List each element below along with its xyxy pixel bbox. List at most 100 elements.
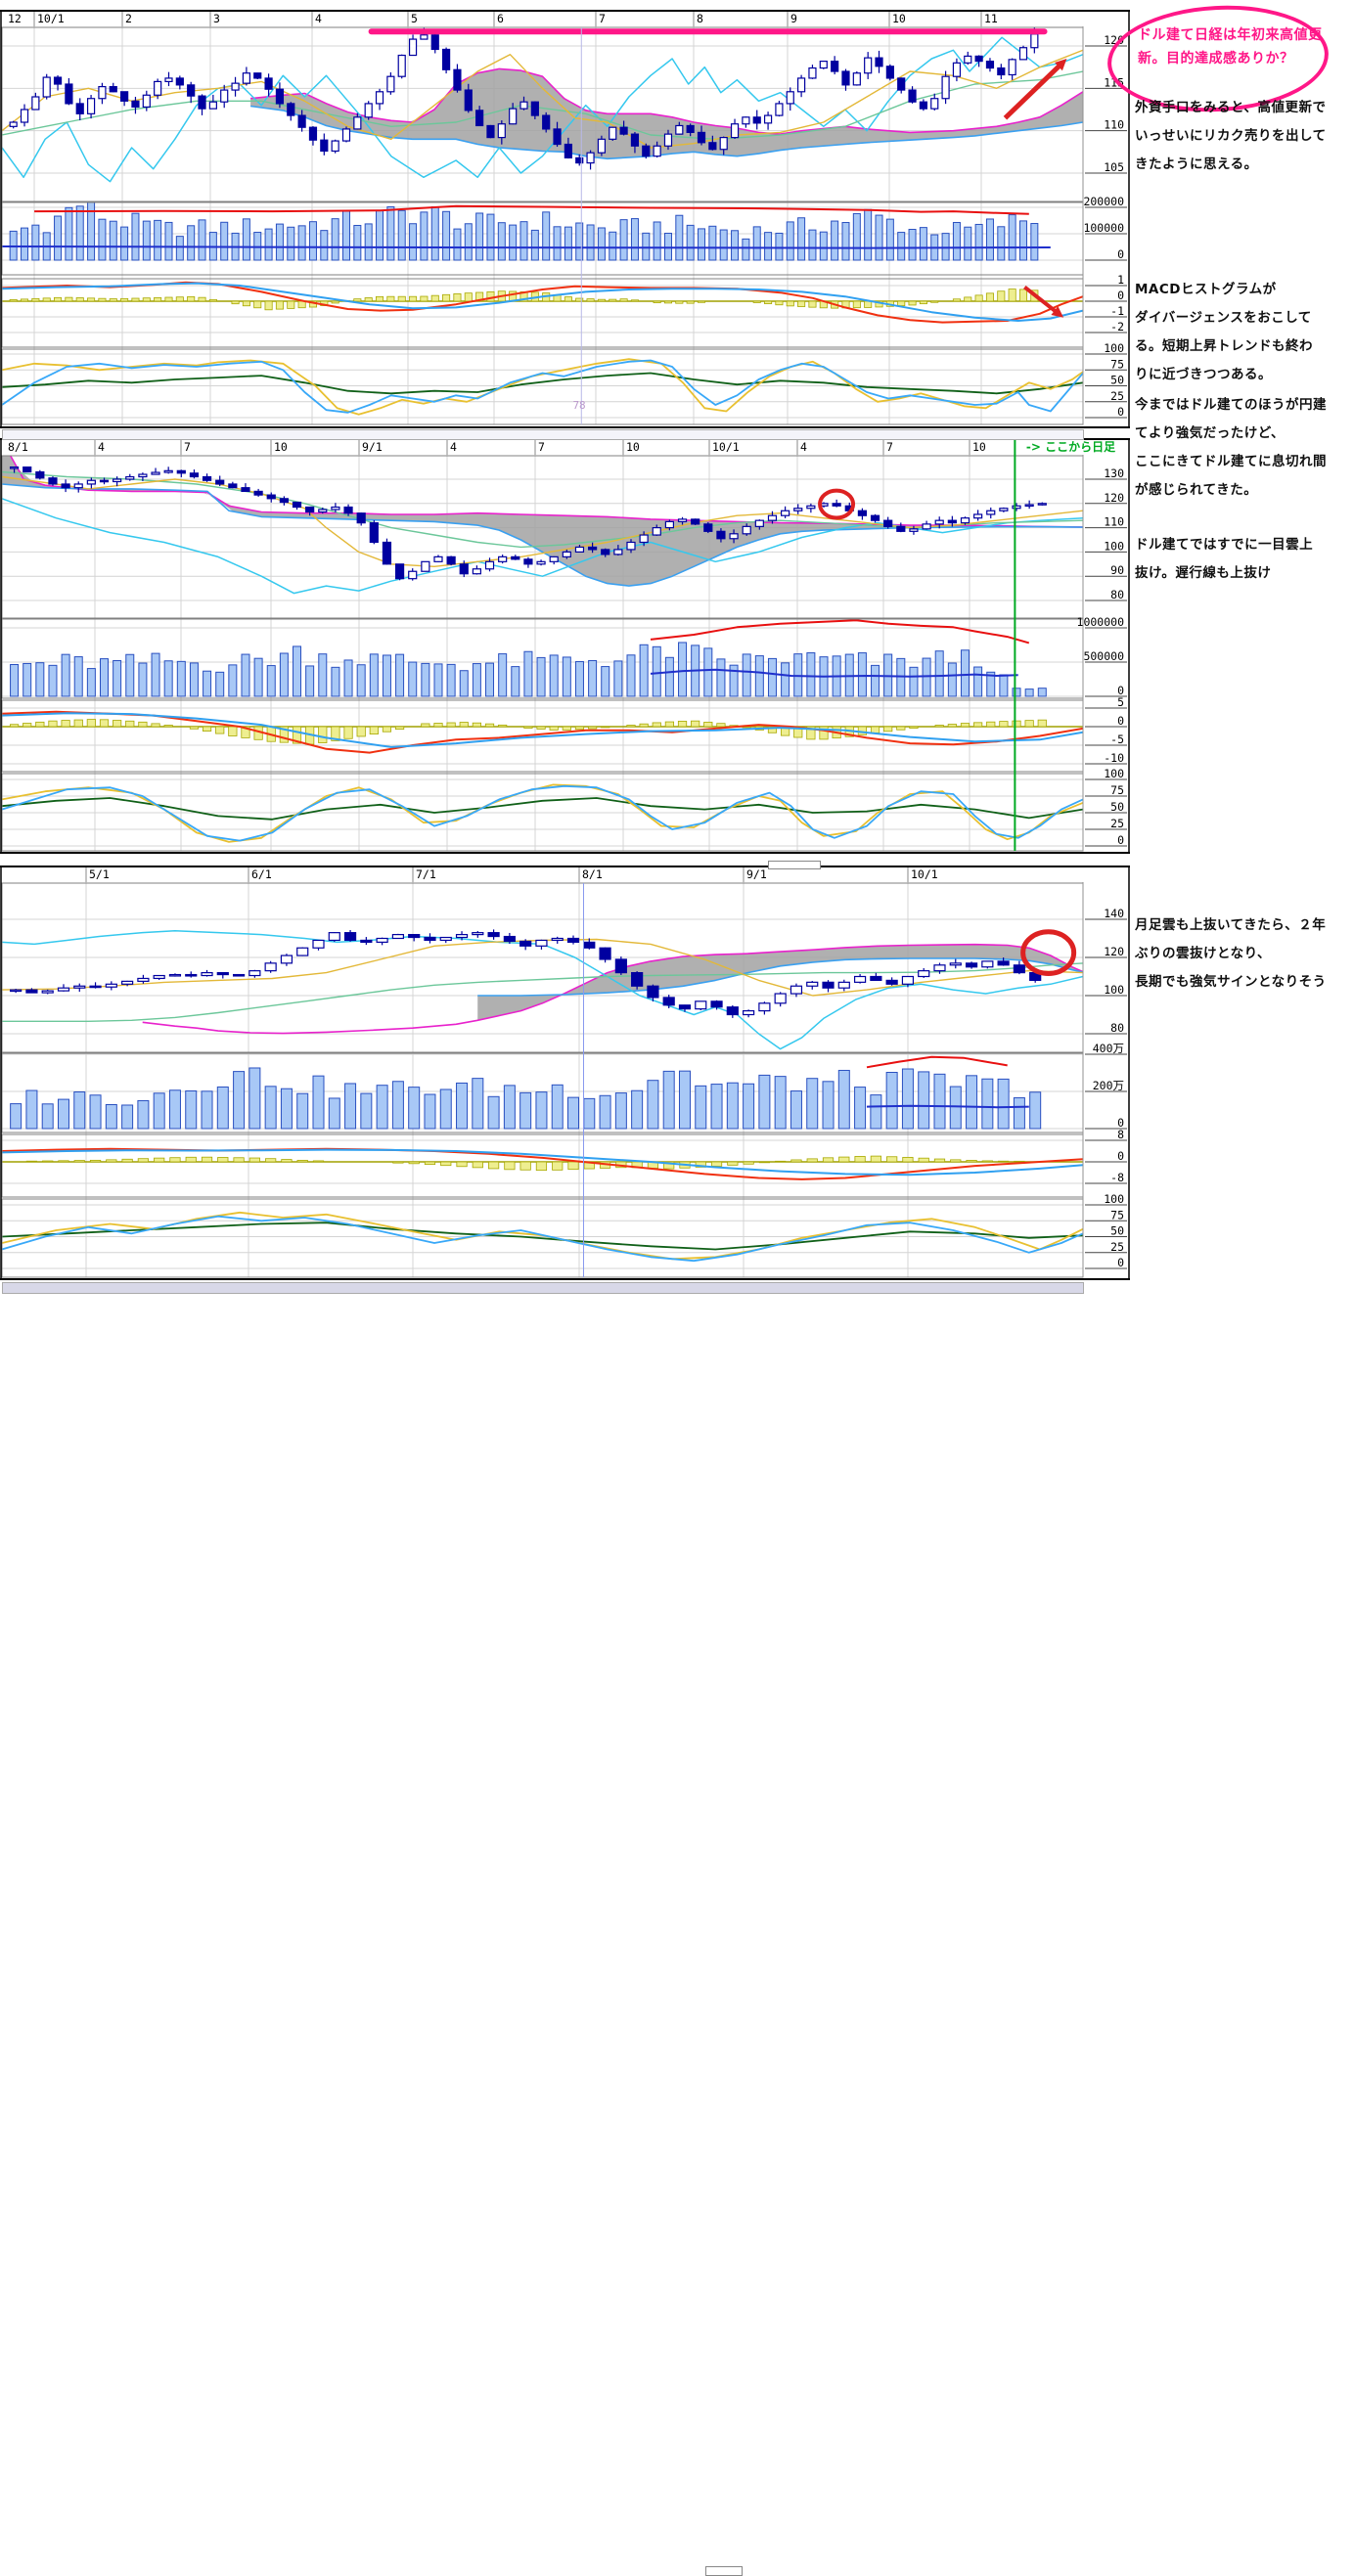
svg-text:5: 5 — [1117, 695, 1124, 709]
x-axis-label: 12 — [8, 12, 22, 25]
senkou-b-line — [477, 957, 1083, 997]
svg-text:0: 0 — [1117, 833, 1124, 847]
svg-text:130: 130 — [1104, 466, 1124, 480]
chikou-line — [2, 498, 1083, 595]
svg-text:105: 105 — [1104, 160, 1124, 174]
svg-text:100: 100 — [1104, 341, 1124, 355]
svg-text:8: 8 — [1117, 1128, 1124, 1141]
svg-text:-5: -5 — [1110, 733, 1124, 746]
svg-text:75: 75 — [1110, 1208, 1124, 1221]
trend-arrow-head — [1055, 59, 1067, 71]
x-axis-label: 10/1 — [712, 440, 740, 454]
x-axis-label: 7 — [184, 440, 191, 454]
x-axis-label: 7 — [599, 12, 606, 25]
x-axis-label: 4 — [315, 12, 322, 25]
svg-text:1: 1 — [1117, 273, 1124, 287]
volume-bars — [10, 642, 1047, 697]
svg-text:0: 0 — [1117, 714, 1124, 728]
volume-bars — [10, 1067, 1042, 1130]
c2-macd-panel — [2, 707, 1083, 765]
x-axis-label: 9/1 — [362, 440, 383, 454]
c3-volume-panel — [2, 1053, 1083, 1130]
note-line: てより強気だったけど、 — [1135, 425, 1286, 441]
svg-text:100: 100 — [1104, 1192, 1124, 1206]
note-cloud-breakout: ドル建てではすでに一目雲上 抜け。遅行線も上抜け — [1135, 531, 1313, 588]
svg-text:120: 120 — [1104, 945, 1124, 958]
ichimoku-cloud — [2, 456, 1083, 586]
volume-bars — [9, 202, 1039, 261]
x-axis-label: 10 — [892, 12, 906, 25]
note-line: ドル建て日経は年初来高値更 — [1138, 27, 1323, 43]
chart-usd-nikkei-long[interactable]: 13012011010090801000000500000050-5-10100… — [0, 437, 1130, 865]
c3-price-panel — [2, 918, 1083, 1050]
chart3-scrollbar[interactable] — [2, 1282, 1084, 2576]
volume-blue-ma — [650, 668, 1018, 678]
note-line: る。短期上昇トレンドも終わ — [1135, 338, 1313, 354]
svg-text:25: 25 — [1110, 1240, 1124, 1254]
macd-line — [2, 710, 1083, 754]
svg-text:100: 100 — [1104, 767, 1124, 780]
x-axis-label: 4 — [98, 440, 105, 454]
kijun-line — [2, 70, 1083, 140]
svg-text:100: 100 — [1104, 983, 1124, 997]
chart3-scroll-thumb[interactable] — [705, 2566, 743, 2576]
ichimoku-cloud — [250, 69, 1083, 158]
stoch-slow-line — [2, 1221, 1083, 1251]
svg-text:0: 0 — [1117, 1116, 1124, 1130]
x-axis-label: 2 — [125, 12, 132, 25]
macd-signal-line — [2, 282, 1083, 322]
stoch-blue-line — [2, 359, 1083, 414]
note-line: ぶりの雲抜けとなり、 — [1135, 946, 1272, 961]
crosshair-readout: 78 — [572, 399, 585, 412]
c1-volume-panel — [2, 202, 1083, 261]
note-line: MACDヒストグラムが — [1135, 282, 1277, 297]
svg-text:75: 75 — [1110, 357, 1124, 371]
resistance-highlight-bar — [368, 28, 1048, 35]
svg-text:0: 0 — [1117, 405, 1124, 419]
volume-red-ma — [650, 619, 1030, 644]
senkou-a-line — [250, 67, 1083, 135]
attention-circle — [818, 488, 856, 520]
attention-circle — [1020, 929, 1077, 976]
svg-text:0: 0 — [1117, 289, 1124, 302]
chart1-scrollbar[interactable] — [2, 429, 1084, 869]
note-line: 抜け。遅行線も上抜け — [1135, 565, 1272, 581]
note-line: 月足雲も上抜いてきたら、２年 — [1135, 917, 1327, 933]
note-line: が感じられてきた。 — [1135, 482, 1258, 498]
x-axis-label: 10/1 — [37, 12, 65, 25]
svg-text:-2: -2 — [1110, 320, 1124, 333]
note-line: 長期でも強気サインとなりそう — [1135, 974, 1327, 990]
stoch-slow-line — [2, 372, 1083, 395]
x-axis-label: 7 — [886, 440, 893, 454]
svg-text:115: 115 — [1104, 75, 1124, 89]
svg-text:500000: 500000 — [1083, 649, 1124, 663]
c1-stoch-panel — [2, 353, 1083, 419]
svg-text:100: 100 — [1104, 539, 1124, 553]
chart1-scroll-thumb[interactable] — [768, 861, 821, 869]
x-axis-label: 7 — [538, 440, 545, 454]
ichimoku-cloud — [477, 944, 1083, 1021]
svg-text:200000: 200000 — [1083, 195, 1124, 208]
svg-text:0: 0 — [1117, 684, 1124, 697]
x-axis-label: 10 — [626, 440, 640, 454]
trend-arrow — [1003, 61, 1064, 120]
stoch-blue-line — [2, 784, 1083, 842]
chikou-line — [2, 36, 1083, 183]
svg-text:50: 50 — [1110, 1224, 1124, 1238]
svg-text:80: 80 — [1110, 588, 1124, 601]
note-foreign-selling: 外資手口をみると、高値更新で いっせいにリカク売りを出して きたように思える。 — [1135, 94, 1327, 179]
volume-red-ma — [866, 1055, 1008, 1069]
macd-signal-line — [2, 712, 1083, 748]
svg-text:25: 25 — [1110, 817, 1124, 830]
stoch-gold-line — [2, 783, 1083, 843]
c2-stoch-panel — [2, 778, 1083, 847]
note-macd-divergence: MACDヒストグラムが ダイバージェンスをおこして る。短期上昇トレンドも終わ … — [1135, 276, 1313, 389]
note-line: 今まではドル建てのほうが円建 — [1135, 397, 1327, 413]
x-axis-label: 9/1 — [746, 867, 767, 881]
chart-usd-nikkei-weekly[interactable]: 120115110105200000100000010-1-2100755025… — [0, 0, 1130, 437]
svg-text:75: 75 — [1110, 783, 1124, 797]
svg-text:400万: 400万 — [1093, 1042, 1124, 1055]
x-axis-label: 3 — [213, 12, 220, 25]
tenkan-line — [2, 475, 1083, 567]
